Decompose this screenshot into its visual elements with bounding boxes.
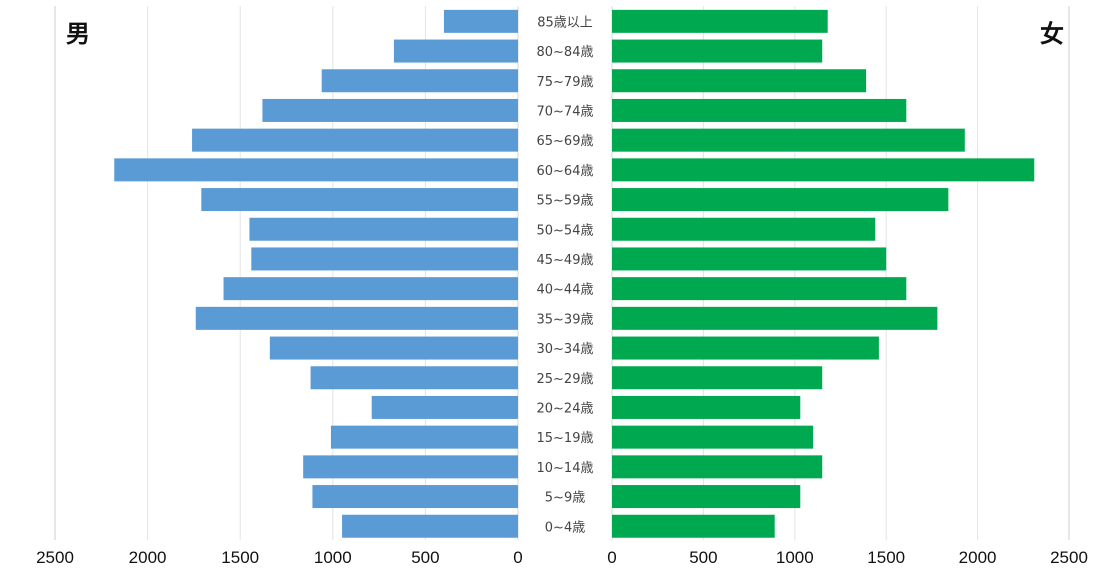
age-group-label: 10~14歳 xyxy=(537,461,594,476)
age-group-label: 25~29歳 xyxy=(537,372,594,387)
age-group-label: 85歳以上 xyxy=(537,15,593,30)
male-bar-0 xyxy=(443,9,518,33)
x-tick-female: 2000 xyxy=(959,548,997,567)
female-bar-4 xyxy=(612,128,965,152)
female-bar-10 xyxy=(612,306,938,330)
age-group-label: 50~54歳 xyxy=(537,223,594,238)
age-group-label: 5~9歳 xyxy=(545,491,585,506)
male-bar-10 xyxy=(195,306,518,330)
age-group-label: 45~49歳 xyxy=(537,253,594,268)
male-bar-6 xyxy=(201,188,519,212)
age-group-label: 60~64歳 xyxy=(537,164,594,179)
age-group-label: 70~74歳 xyxy=(537,104,594,119)
male-bar-4 xyxy=(192,128,518,152)
x-tick-female: 1500 xyxy=(867,548,905,567)
female-bar-6 xyxy=(612,188,949,212)
male-bar-14 xyxy=(330,425,518,449)
male-bar-1 xyxy=(393,39,518,63)
female-bar-3 xyxy=(612,98,907,122)
age-group-label: 35~39歳 xyxy=(537,312,594,327)
female-bar-5 xyxy=(612,158,1035,182)
x-tick-male: 1500 xyxy=(221,548,259,567)
x-tick-female: 1000 xyxy=(776,548,814,567)
male-bar-15 xyxy=(303,455,518,479)
female-bar-8 xyxy=(612,247,887,271)
male-label: 男 xyxy=(66,20,90,48)
x-tick-female: 2500 xyxy=(1050,548,1088,567)
female-bar-14 xyxy=(612,425,814,449)
x-tick-female: 0 xyxy=(607,548,616,567)
age-group-label: 0~4歳 xyxy=(545,520,585,535)
male-bar-16 xyxy=(312,485,518,509)
age-group-label: 30~34歳 xyxy=(537,342,594,357)
female-bar-12 xyxy=(612,366,823,390)
female-bar-13 xyxy=(612,395,801,419)
age-group-label: 40~44歳 xyxy=(537,283,594,298)
female-label: 女 xyxy=(1040,20,1064,48)
x-tick-male: 2000 xyxy=(129,548,167,567)
female-bar-1 xyxy=(612,39,823,63)
male-bar-12 xyxy=(310,366,518,390)
x-tick-male: 500 xyxy=(411,548,439,567)
x-tick-male: 1000 xyxy=(314,548,352,567)
female-bar-9 xyxy=(612,277,907,301)
age-group-label: 20~24歳 xyxy=(537,401,594,416)
age-group-label: 15~19歳 xyxy=(537,431,594,446)
male-bar-8 xyxy=(251,247,518,271)
age-group-label: 80~84歳 xyxy=(537,45,594,60)
x-tick-male: 0 xyxy=(513,548,522,567)
male-bar-7 xyxy=(249,217,518,241)
female-bar-7 xyxy=(612,217,876,241)
age-group-label: 75~79歳 xyxy=(537,75,594,90)
female-bar-0 xyxy=(612,9,828,33)
age-group-label: 65~69歳 xyxy=(537,134,594,149)
female-bar-16 xyxy=(612,485,801,509)
male-bar-11 xyxy=(269,336,518,360)
male-bar-2 xyxy=(321,69,518,93)
male-bar-9 xyxy=(223,277,519,301)
female-bar-17 xyxy=(612,514,775,538)
x-tick-male: 2500 xyxy=(36,548,74,567)
female-bar-11 xyxy=(612,336,879,360)
male-bar-17 xyxy=(342,514,518,538)
female-bar-2 xyxy=(612,69,867,93)
female-bar-15 xyxy=(612,455,823,479)
x-tick-female: 500 xyxy=(689,548,717,567)
male-bar-5 xyxy=(114,158,518,182)
male-bar-3 xyxy=(262,98,518,122)
age-group-label: 55~59歳 xyxy=(537,194,594,209)
male-bar-13 xyxy=(371,395,518,419)
